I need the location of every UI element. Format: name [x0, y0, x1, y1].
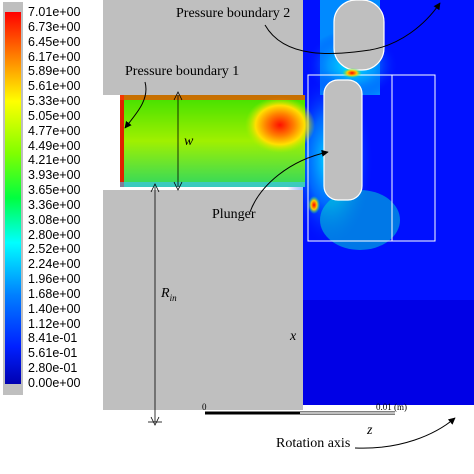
colorbar-tick-label: 5.89e+00 — [28, 64, 81, 79]
colorbar-tick-label: 3.08e+00 — [28, 212, 81, 227]
colorbar-tick-label: 6.45e+00 — [28, 34, 81, 49]
colorbar-tick-label: 2.80e-01 — [28, 361, 78, 376]
colorbar-tick-label: 2.80e+00 — [28, 227, 81, 242]
w-label: w — [184, 134, 194, 149]
colorbar-tick-label: 2.52e+00 — [28, 242, 81, 257]
inlet-top-shear — [120, 95, 305, 100]
callout-rotation-axis — [354, 417, 456, 449]
rin-label: Rin — [161, 286, 177, 303]
colorbar-tick-label: 1.12e+00 — [28, 316, 81, 331]
x-axis-label: x — [290, 329, 297, 344]
inlet-boundary — [120, 95, 124, 187]
colorbar-tick-label: 6.17e+00 — [28, 49, 81, 64]
scale-end-label: 0.01 (m) — [376, 402, 407, 412]
colorbar-tick-label: 1.96e+00 — [28, 272, 81, 287]
colorbar-tick-label: 1.68e+00 — [28, 286, 81, 301]
lower-glow — [320, 190, 400, 250]
upper-wall — [103, 0, 303, 95]
plunger-label: Plunger — [212, 207, 256, 222]
hot-spot-lower — [308, 196, 320, 214]
colorbar-tick-label: 3.93e+00 — [28, 168, 81, 183]
colorbar-tick-label: 4.49e+00 — [28, 138, 81, 153]
lower-wall — [103, 190, 303, 410]
colorbar-tick-label: 3.36e+00 — [28, 197, 81, 212]
plunger-body — [323, 79, 363, 201]
inlet-bottom-shear — [120, 182, 305, 187]
pressure-boundary-1-label: Pressure boundary 1 — [125, 64, 240, 79]
callout-boundary-2 — [264, 2, 441, 55]
scale-zero-label: 0 — [202, 402, 207, 412]
colorbar-tick-label: 3.65e+00 — [28, 183, 81, 198]
z-axis-label: z — [367, 423, 373, 438]
colorbar-tick-label: 4.21e+00 — [28, 153, 81, 168]
rin-arrow-bottom — [150, 416, 160, 426]
colorbar-tick-label: 1.40e+00 — [28, 301, 81, 316]
colorbar-tick-label: 5.61e-01 — [28, 346, 78, 361]
callout-plunger — [249, 149, 329, 213]
rin-subscript: in — [169, 292, 177, 303]
rin-symbol: R — [161, 286, 170, 301]
callout-boundary-1 — [124, 81, 147, 129]
colorbar-tick-label: 6.73e+00 — [28, 19, 81, 34]
colorbar-tick-label: 5.61e+00 — [28, 79, 81, 94]
w-arrow-top — [173, 91, 183, 101]
upper-slot — [333, 0, 385, 71]
pressure-boundary-2-label: Pressure boundary 2 — [176, 6, 291, 21]
colorbar-tick-label: 8.41e-01 — [28, 331, 78, 346]
colorbar-tick-label: 5.33e+00 — [28, 94, 81, 109]
w-arrow-bottom — [173, 181, 183, 191]
colorbar-tick-label: 2.24e+00 — [28, 257, 81, 272]
colorbar-tick-label: 4.77e+00 — [28, 123, 81, 138]
rotation-axis-label: Rotation axis — [276, 436, 351, 451]
colorbar-tick-label: 7.01e+00 — [28, 5, 81, 19]
colorbar-tick-label: 0.00e+00 — [28, 376, 81, 390]
rin-arrow-top — [150, 183, 160, 193]
hot-region — [245, 97, 315, 153]
colorbar — [5, 12, 21, 384]
colorbar-tick-label: 5.05e+00 — [28, 108, 81, 123]
hot-spot-upper — [342, 68, 362, 78]
